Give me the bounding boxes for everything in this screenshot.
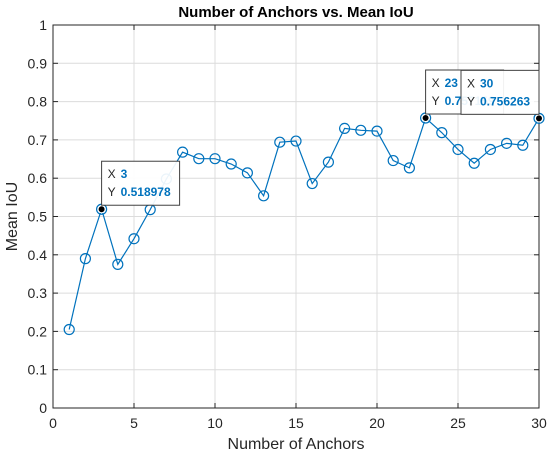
x-tick-label: 20 (369, 415, 385, 431)
y-tick-label: 0.6 (28, 170, 48, 186)
datatip-y-label: Y (108, 185, 116, 199)
y-tick-label: 0.4 (28, 247, 48, 263)
data-point (258, 190, 270, 202)
data-point (322, 156, 334, 168)
y-tick-label: 0.7 (28, 132, 48, 148)
data-point (63, 323, 75, 336)
x-tick-label: 0 (49, 415, 57, 431)
datatip-y-label: Y (467, 94, 475, 108)
data-point (177, 146, 189, 158)
datatip-x-value: 3 (121, 167, 128, 181)
data-point (501, 137, 513, 149)
x-tick-label: 25 (450, 415, 466, 431)
data-point (371, 125, 383, 137)
datatip-x-label: X (108, 167, 116, 181)
data-point (484, 143, 496, 156)
y-tick-label: 0 (39, 400, 47, 416)
data-point (387, 154, 399, 167)
datatip-x-value: 23 (445, 76, 459, 90)
x-tick-label: 10 (207, 415, 223, 431)
data-point (225, 158, 237, 170)
datatip-x-value: 30 (480, 76, 494, 90)
datatip-marker (535, 114, 543, 123)
data-point (79, 253, 92, 265)
datatip-marker (97, 205, 106, 214)
series-line (68, 116, 540, 330)
data-point (274, 136, 286, 148)
datatip-marker (421, 114, 430, 123)
data-point (306, 177, 318, 190)
datatip-box (460, 69, 540, 115)
data-point (403, 162, 415, 174)
axis-ticks: 00.10.20.30.40.50.60.70.80.910 5 10 15 20 25 3… (28, 17, 547, 431)
data-point (241, 167, 253, 179)
datatip-x-label: X (467, 76, 475, 90)
data-point (355, 124, 367, 136)
datatip-box (101, 160, 181, 206)
y-tick-label: 0.1 (28, 362, 48, 378)
x-tick-label: 5 (130, 415, 138, 431)
x-tick-label: 15 (288, 415, 304, 431)
data-point (468, 157, 480, 169)
y-tick-label: 1 (39, 17, 47, 33)
y-axis-label: Mean IoU (4, 182, 21, 251)
y-tick-label: 0.9 (28, 55, 48, 71)
chart-title: Number of Anchors vs. Mean IoU (178, 4, 413, 21)
y-tick-label: 0.8 (28, 94, 48, 110)
y-tick-label: 0.5 (28, 209, 48, 225)
y-tick-label: 0.3 (28, 285, 48, 301)
data-point (339, 122, 351, 135)
data-point (209, 153, 221, 165)
series (63, 112, 545, 336)
data-point (112, 258, 124, 270)
data-point (436, 127, 448, 139)
data-point (517, 139, 529, 151)
datatip-y-value: 0.518978 (121, 185, 171, 199)
x-tick-label: 30 (531, 415, 547, 431)
data-point (290, 135, 302, 147)
data-point (452, 143, 464, 156)
data-point (128, 233, 140, 245)
y-tick-label: 0.2 (28, 323, 48, 339)
data-point (193, 153, 205, 165)
x-axis-label: Number of Anchors (228, 436, 365, 453)
datatip-y-label: Y (432, 94, 440, 108)
datatip-x-label: X (432, 76, 440, 90)
datatip-y-value: 0.756263 (480, 94, 530, 108)
